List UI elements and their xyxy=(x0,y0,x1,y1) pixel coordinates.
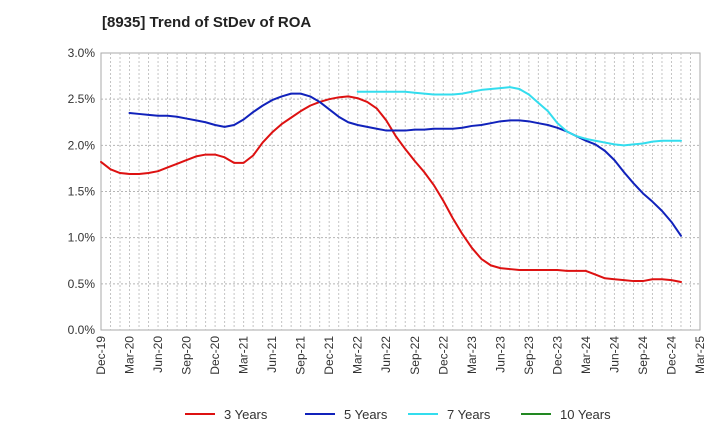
legend-label: 10 Years xyxy=(560,407,611,422)
x-tick-label: Sep-21 xyxy=(294,336,308,375)
y-axis: 0.0% 0.5% 1.0% 1.5% 2.0% 2.5% 3.0% xyxy=(68,46,96,337)
y-tick-label: 2.0% xyxy=(68,138,96,152)
y-tick-label: 3.0% xyxy=(68,46,96,60)
y-tick-label: 1.0% xyxy=(68,231,96,245)
x-tick-label: Dec-19 xyxy=(94,336,108,375)
series-line-7-years xyxy=(356,86,682,147)
x-tick-label: Sep-24 xyxy=(636,336,650,375)
y-tick-label: 1.5% xyxy=(68,185,96,199)
x-tick-label: Jun-21 xyxy=(265,336,279,373)
x-tick-label: Dec-23 xyxy=(550,336,564,375)
x-tick-label: Mar-22 xyxy=(351,336,365,374)
x-tick-label: Jun-22 xyxy=(379,336,393,373)
legend-label: 5 Years xyxy=(344,407,388,422)
x-tick-label: Sep-20 xyxy=(180,336,194,375)
x-tick-label: Mar-20 xyxy=(123,336,137,374)
y-tick-label: 2.5% xyxy=(68,92,96,106)
x-tick-label: Mar-25 xyxy=(693,336,707,374)
x-tick-label: Sep-22 xyxy=(408,336,422,375)
series-lines xyxy=(100,86,682,283)
x-tick-label: Dec-21 xyxy=(322,336,336,375)
chart-title: [8935] Trend of StDev of ROA xyxy=(102,14,312,31)
x-tick-label: Dec-24 xyxy=(664,336,678,375)
x-tick-label: Mar-23 xyxy=(465,336,479,374)
legend-label: 3 Years xyxy=(224,407,268,422)
legend: 3 Years 5 Years 7 Years 10 Years xyxy=(185,407,611,422)
x-axis: Dec-19 Mar-20 Jun-20 Sep-20 Dec-20 Mar-21 Jun-… xyxy=(94,336,707,375)
x-tick-label: Mar-24 xyxy=(579,336,593,374)
series-line-3-years xyxy=(100,95,682,283)
x-tick-label: Jun-24 xyxy=(607,336,621,373)
series-line-5-years xyxy=(128,92,682,237)
legend-label: 7 Years xyxy=(447,407,491,422)
x-tick-label: Jun-23 xyxy=(493,336,507,373)
x-tick-label: Jun-20 xyxy=(151,336,165,373)
grid xyxy=(100,52,701,331)
x-tick-label: Sep-23 xyxy=(522,336,536,375)
y-tick-label: 0.0% xyxy=(68,323,96,337)
x-tick-label: Mar-21 xyxy=(237,336,251,374)
x-tick-label: Dec-22 xyxy=(436,336,450,375)
y-tick-label: 0.5% xyxy=(68,277,96,291)
x-tick-label: Dec-20 xyxy=(208,336,222,375)
